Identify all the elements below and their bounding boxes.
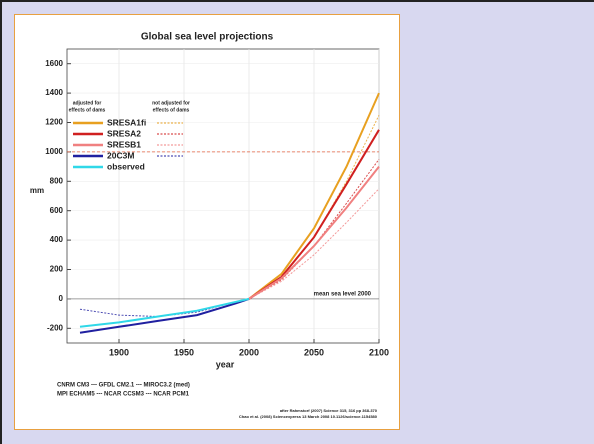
note: CNRM CM3 --- GFDL CM2.1 --- MIROC3.2 (me…: [57, 383, 190, 389]
series-line: [248, 165, 380, 300]
x-axis-label: year: [216, 359, 235, 369]
citation: Chao et al. (2008) Sciencexpress 13 Marc…: [239, 414, 378, 419]
note: MPI ECHAM5 --- NCAR CCSM3 --- NCAR PCM1: [57, 392, 190, 398]
panel: Global sea level projections mm year CNR…: [14, 14, 400, 430]
legend-label: SRESB1: [107, 139, 141, 149]
legend-header: effects of dams: [153, 107, 190, 113]
legend-label: SRESA2: [107, 128, 141, 138]
series-line-unadjusted: [248, 188, 380, 300]
x-tick-label: 2100: [369, 347, 389, 357]
reference-label: mean sea level 2000: [314, 291, 372, 297]
series-line: [79, 297, 250, 334]
y-tick-label: 1400: [45, 88, 63, 97]
legend-header: effects of dams: [69, 107, 106, 113]
x-tick-label: 1900: [109, 347, 129, 357]
citation: after Rahmstorf (2007) Science 315, 316 …: [280, 408, 378, 413]
series-line: [248, 92, 380, 300]
y-tick-label: -200: [47, 323, 64, 332]
x-tick-label: 2050: [304, 347, 324, 357]
y-tick-label: 200: [50, 265, 64, 274]
y-tick-label: 800: [50, 176, 64, 185]
legend-header: not adjusted for: [152, 100, 190, 106]
y-tick-label: 400: [50, 235, 64, 244]
chart: Global sea level projections mm year CNR…: [30, 32, 389, 419]
legend-label: observed: [107, 161, 145, 171]
y-tick-label: 1200: [45, 118, 63, 127]
x-tick-label: 1950: [174, 347, 194, 357]
y-tick-label: 0: [59, 294, 64, 303]
y-tick-label: 1600: [45, 59, 63, 68]
chart-title: Global sea level projections: [141, 32, 274, 43]
legend-label: SRESA1fi: [107, 117, 146, 127]
legend-label: 20C3M: [107, 150, 134, 160]
y-tick-label: 1000: [45, 147, 63, 156]
x-tick-label: 2000: [239, 347, 259, 357]
legend-header: adjusted for: [73, 100, 102, 106]
series-line: [79, 297, 250, 328]
y-axis-label: mm: [30, 186, 44, 195]
y-tick-label: 600: [50, 206, 64, 215]
